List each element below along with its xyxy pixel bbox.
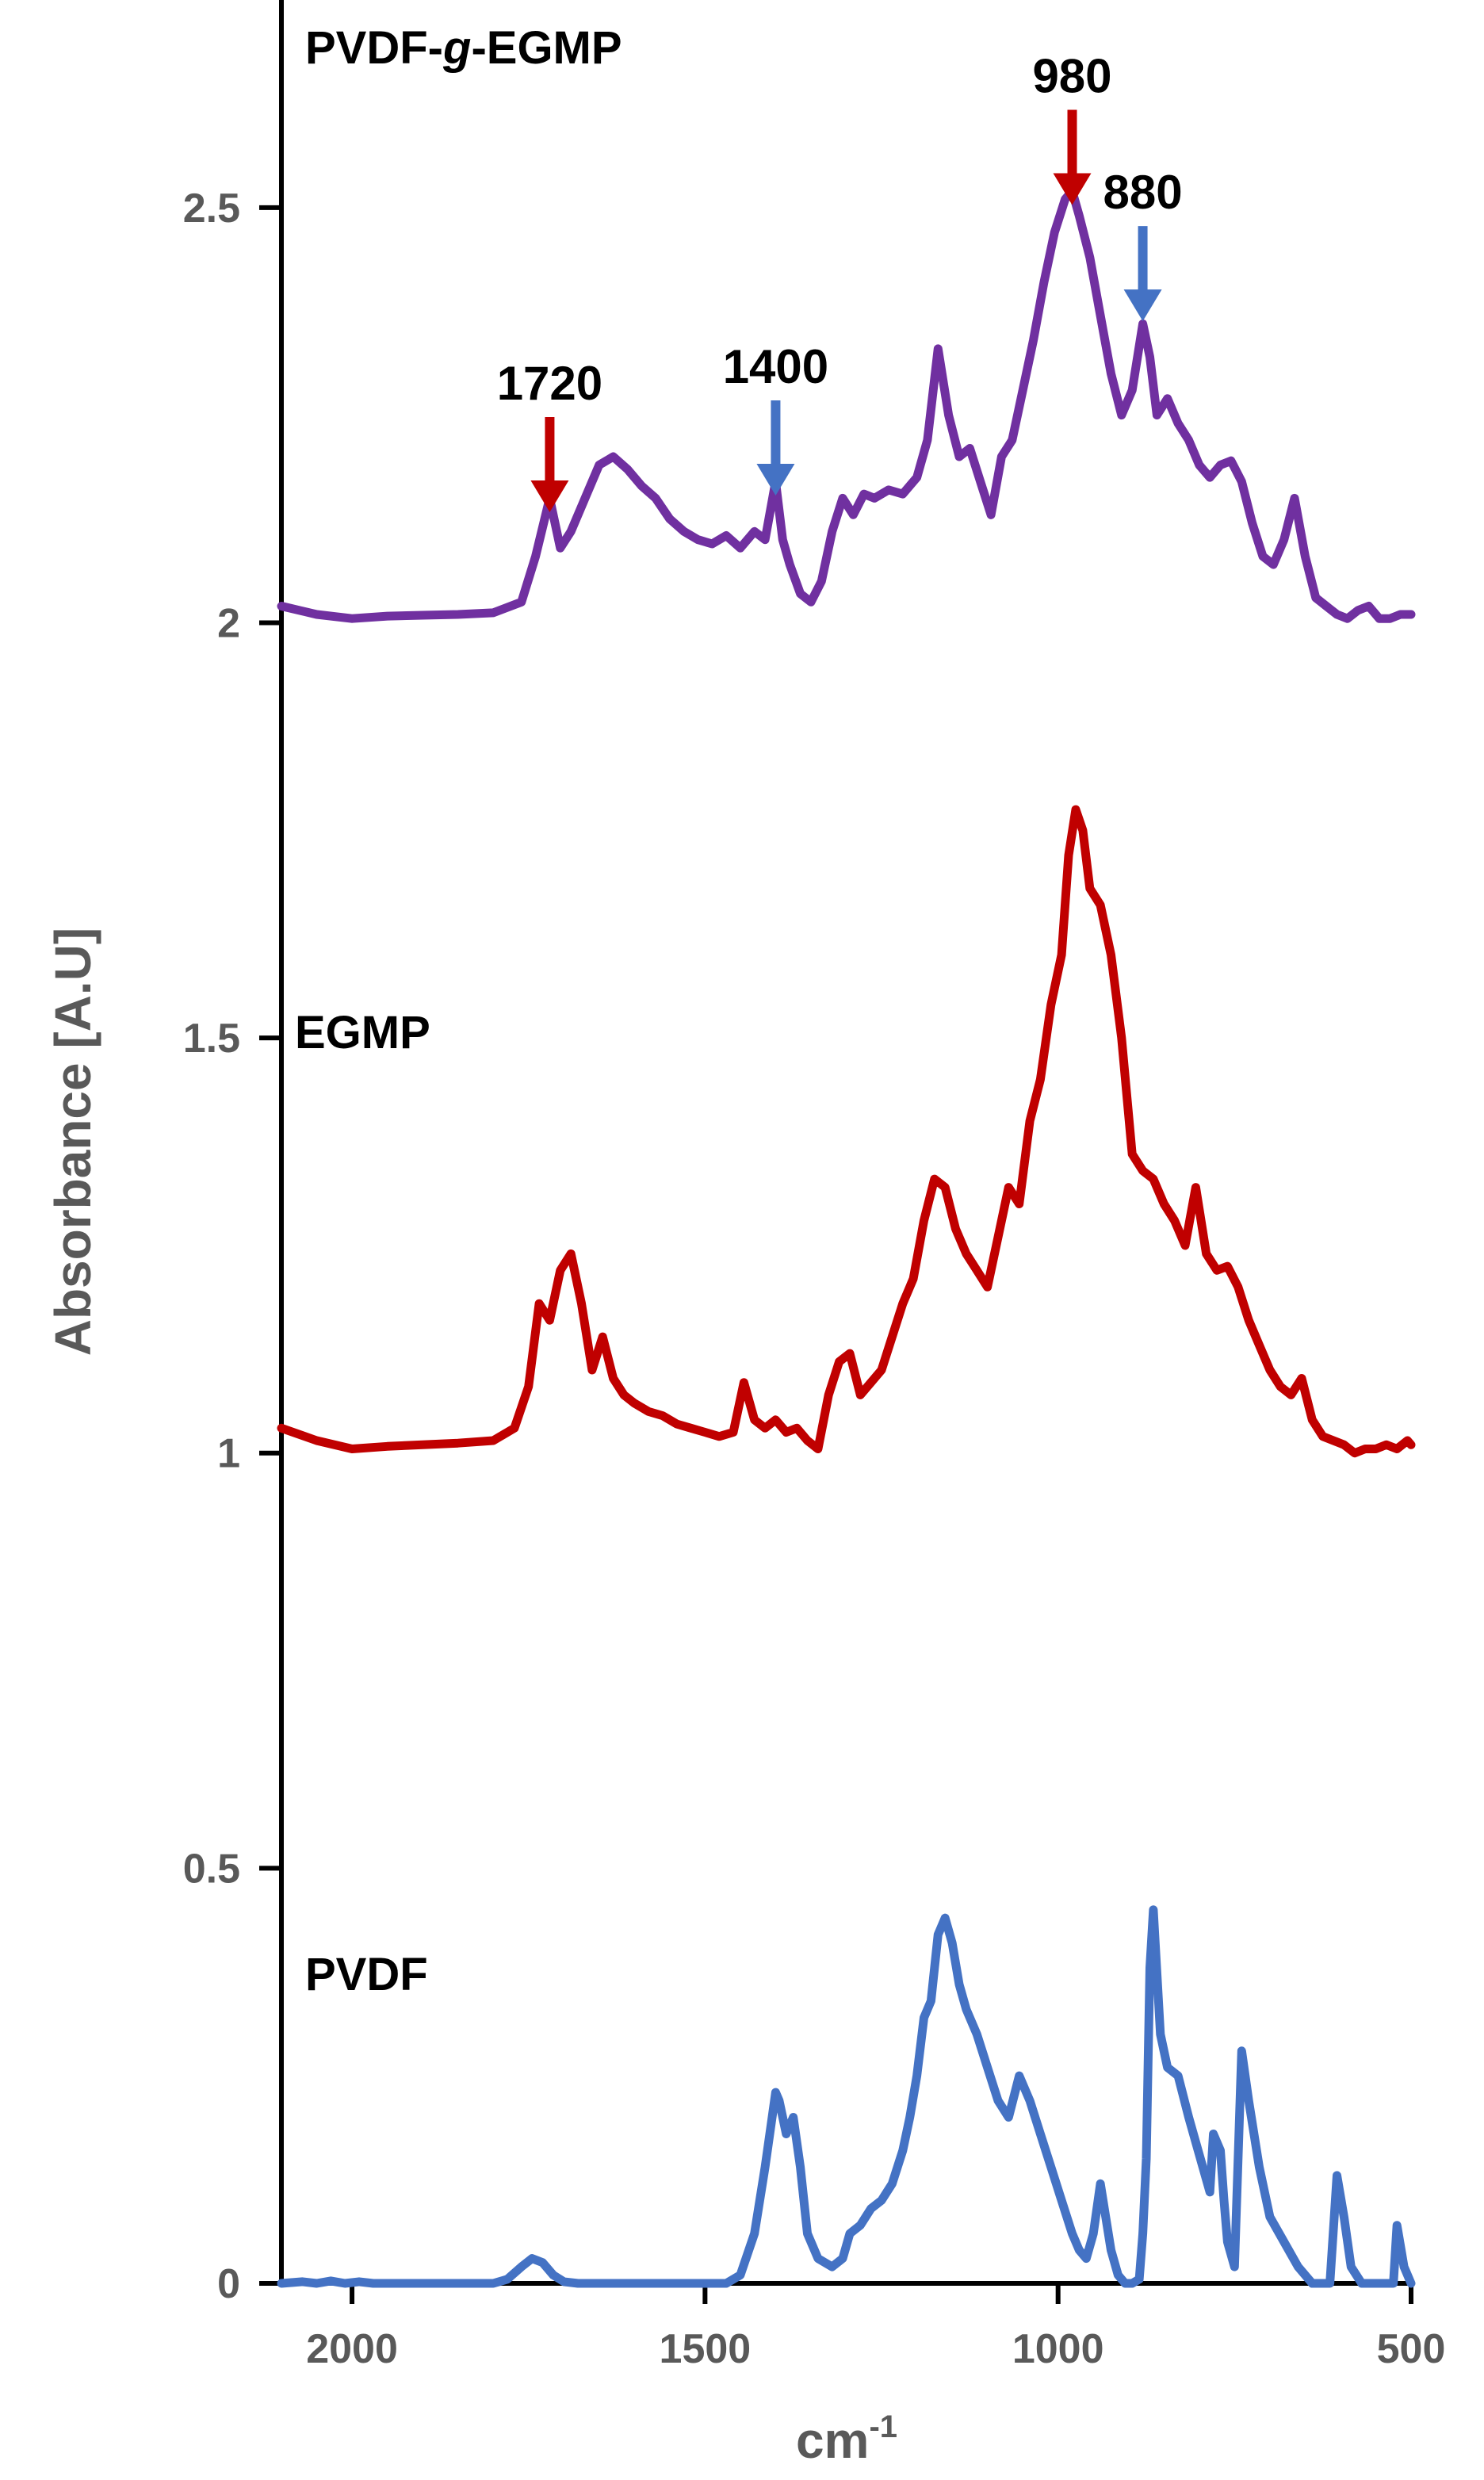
x-axis-title-main: cm bbox=[796, 2412, 870, 2469]
y-tick-label: 1 bbox=[217, 1431, 240, 1477]
x-tick-label: 1000 bbox=[1012, 2326, 1104, 2372]
peak-arrow-head bbox=[756, 464, 795, 496]
series-label-part: PVDF- bbox=[305, 22, 443, 74]
series-line-1 bbox=[277, 186, 1416, 623]
x-axis-title-sup: -1 bbox=[869, 2409, 897, 2444]
axes: 0 0.5 1 1.5 2 2.5 2000 1500 1000 500 bbox=[183, 0, 1445, 2372]
y-ticks: 0 0.5 1 1.5 2 2.5 bbox=[183, 186, 281, 2307]
series-label-2: EGMP bbox=[295, 1007, 430, 1058]
y-axis-title: Absorbance [A.U] bbox=[44, 928, 101, 1357]
y-tick-label: 0.5 bbox=[183, 1846, 240, 1892]
peak-arrow-head bbox=[1123, 289, 1162, 322]
y-tick-label: 2 bbox=[217, 600, 240, 646]
series-label-part: g bbox=[442, 22, 471, 74]
series-label-part: -EGMP bbox=[471, 22, 622, 74]
y-tick-label: 1.5 bbox=[183, 1016, 240, 1062]
series-line-2 bbox=[277, 805, 1416, 1458]
annotations: 1720 1400 980 880 bbox=[497, 50, 1183, 512]
peak-label: 980 bbox=[1032, 50, 1111, 103]
peak-label: 1720 bbox=[497, 357, 602, 410]
x-tick-label: 500 bbox=[1377, 2326, 1446, 2372]
x-axis-title: cm-1 bbox=[796, 2409, 897, 2469]
peak-label: 1400 bbox=[723, 340, 828, 393]
x-tick-label: 2000 bbox=[306, 2326, 398, 2372]
plot-series bbox=[277, 186, 1416, 2288]
y-tick-label: 0 bbox=[217, 2261, 240, 2307]
series-label-part: PVDF bbox=[305, 1949, 428, 2000]
peak-arrow-head bbox=[1053, 173, 1092, 205]
series-label-1: PVDF-g-EGMP bbox=[305, 22, 622, 74]
peak-label: 880 bbox=[1103, 166, 1183, 219]
x-tick-label: 1500 bbox=[660, 2326, 752, 2372]
peak-arrow-head bbox=[530, 480, 569, 512]
y-tick-label: 2.5 bbox=[183, 186, 240, 232]
series-label-part: EGMP bbox=[295, 1007, 430, 1058]
series-labels: PVDF-g-EGMP EGMP PVDF bbox=[295, 22, 622, 2000]
x-ticks: 2000 1500 1000 500 bbox=[306, 2283, 1445, 2372]
series-line-3 bbox=[277, 1905, 1416, 2288]
series-label-3: PVDF bbox=[305, 1949, 428, 2000]
